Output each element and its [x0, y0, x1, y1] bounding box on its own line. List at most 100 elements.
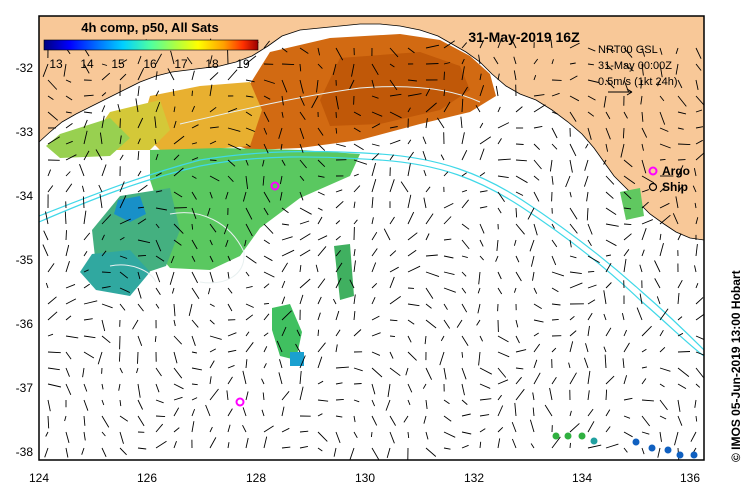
current-vector: [389, 276, 395, 289]
current-vector: [623, 79, 630, 93]
current-vector: [513, 56, 517, 65]
current-vector: [101, 319, 106, 332]
current-vector: [353, 260, 356, 273]
current-vector: [641, 366, 647, 369]
current-vector: [281, 326, 287, 337]
current-vector: [425, 319, 437, 329]
current-vector: [263, 143, 269, 154]
current-vector: [425, 102, 437, 113]
current-vector: [620, 143, 625, 158]
current-vector: [544, 404, 553, 417]
current-vector: [587, 421, 595, 433]
current-vector: [137, 170, 142, 177]
current-vector: [209, 348, 217, 353]
current-vector: [281, 406, 285, 417]
current-vector: [533, 359, 538, 369]
current-vector: [569, 111, 577, 122]
current-vector: [551, 255, 557, 266]
current-vector: [299, 386, 304, 401]
current-vector: [692, 185, 697, 193]
current-vector: [477, 287, 481, 294]
current-vector: [569, 62, 576, 65]
current-vector: [245, 175, 249, 190]
current-vector: [262, 392, 265, 401]
current-vector: [479, 398, 492, 401]
current-vector: [497, 426, 504, 433]
current-vector: [407, 194, 412, 209]
current-vector: [443, 62, 451, 65]
current-vector: [117, 103, 121, 113]
current-vector: [695, 217, 699, 225]
current-vector: [677, 292, 680, 305]
current-vector: [623, 249, 630, 257]
current-vector: [479, 223, 485, 234]
current-vector: [299, 63, 302, 72]
current-vector: [245, 207, 253, 220]
current-vector: [263, 111, 270, 123]
current-vector: [587, 270, 595, 273]
current-vector: [281, 262, 288, 273]
current-vector: [515, 319, 519, 328]
current-vector: [641, 325, 652, 337]
current-vector: [299, 294, 304, 305]
current-vector: [101, 115, 105, 129]
current-vector: [335, 398, 344, 401]
current-vector: [65, 230, 67, 241]
current-vector: [407, 93, 422, 97]
current-vector: [209, 159, 217, 161]
current-vector: [641, 143, 644, 151]
current-vector: [209, 140, 217, 145]
current-vector: [512, 41, 517, 49]
current-vector: [191, 397, 198, 401]
current-vector: [605, 111, 611, 120]
current-vector: [497, 175, 509, 179]
current-vector: [515, 191, 524, 196]
current-vector: [65, 367, 70, 377]
current-vector: [407, 163, 411, 177]
current-vector: [641, 175, 655, 184]
current-vector: [245, 314, 254, 321]
current-vector: [119, 367, 123, 374]
colorbar-title: 4h comp, p50, All Sats: [81, 20, 219, 35]
current-vector: [659, 346, 666, 353]
current-vector: [281, 207, 289, 214]
current-vector: [47, 95, 54, 100]
current-vector: [263, 191, 271, 203]
current-vector: [443, 303, 448, 310]
current-vector: [549, 159, 553, 172]
current-vector: [155, 255, 165, 262]
current-vector: [65, 95, 73, 101]
current-vector: [227, 303, 233, 312]
current-vector: [533, 125, 543, 129]
current-vector: [173, 167, 184, 177]
current-vector: [281, 63, 295, 66]
current-vector: [407, 249, 417, 257]
current-vector: [623, 175, 636, 185]
current-vector: [587, 312, 593, 321]
current-vector: [497, 158, 511, 161]
current-vector: [65, 111, 72, 114]
current-vector: [226, 390, 229, 401]
current-vector: [191, 319, 199, 328]
current-vector: [371, 282, 378, 289]
current-vector: [659, 127, 669, 132]
current-vector: [496, 239, 499, 251]
current-vector: [209, 239, 213, 246]
current-vector: [335, 95, 339, 110]
current-vector: [677, 383, 687, 389]
ship-legend-icon: [648, 182, 658, 192]
current-vector: [65, 335, 79, 339]
current-vector: [479, 172, 486, 177]
current-vector: [173, 351, 178, 364]
current-vector: [587, 370, 591, 385]
current-vector: [317, 47, 321, 56]
current-vector: [317, 399, 329, 402]
current-vector: [227, 287, 233, 294]
current-vector: [101, 285, 111, 289]
current-vector: [515, 255, 520, 263]
current-vector: [353, 249, 356, 257]
current-vector: [83, 111, 93, 114]
current-vector: [299, 249, 311, 257]
current-vector: [353, 415, 356, 423]
current-vector: [636, 307, 643, 321]
